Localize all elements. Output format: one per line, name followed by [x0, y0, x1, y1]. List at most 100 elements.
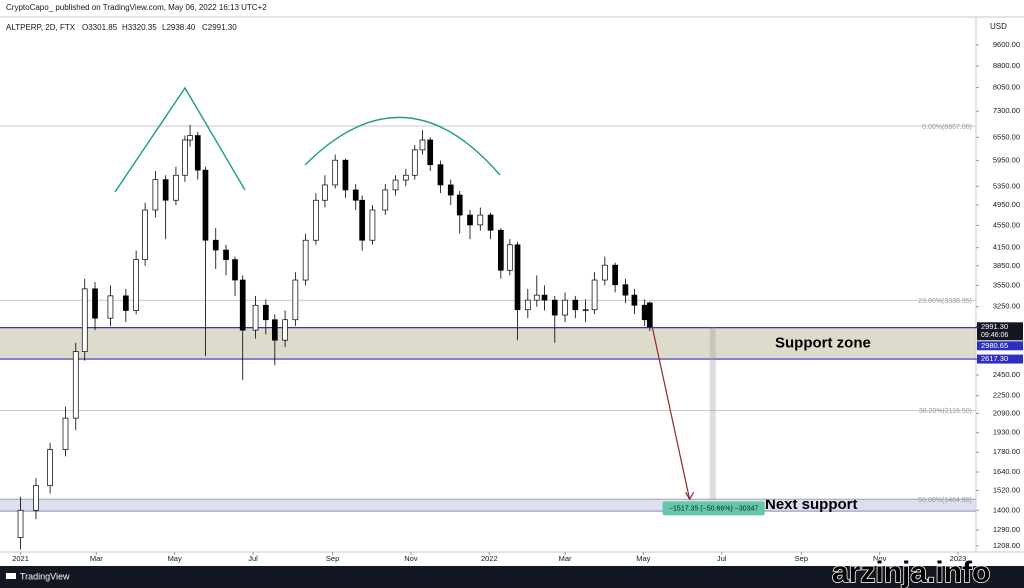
- y-tick-label: 2450.00: [993, 370, 1020, 379]
- candle-body: [302, 239, 309, 281]
- candle-body: [641, 304, 648, 321]
- head-peak-drawing: [114, 86, 246, 193]
- candle-body: [271, 319, 278, 341]
- candle-body: [107, 295, 114, 319]
- candle-body: [47, 449, 53, 487]
- y-tick-label: 9600.00: [993, 40, 1020, 49]
- measure-box: [662, 501, 765, 516]
- candle-body: [252, 304, 259, 331]
- candle-body: [541, 294, 548, 301]
- candle-body: [427, 139, 434, 166]
- bottom-bar: [0, 566, 1024, 588]
- measure-label: −1517.35 (−50.66%) −30347: [669, 506, 758, 513]
- ohlc-label: C2991.30: [202, 23, 237, 32]
- y-tick-label: 1640.00: [993, 467, 1020, 476]
- candle-body: [572, 299, 579, 311]
- x-tick-label: Mar: [559, 554, 572, 563]
- price-label: 2980.65: [981, 341, 1008, 350]
- ohlc-label: H3320.35: [122, 23, 157, 32]
- candle-body: [212, 239, 219, 251]
- tradingview-logo: TradingView: [6, 571, 70, 581]
- y-tick-label: 5950.00: [993, 156, 1020, 165]
- x-tick-label: Jul: [717, 554, 727, 563]
- fib-label: 38.20%(2116.50): [919, 408, 972, 415]
- x-tick-label: Sep: [326, 554, 339, 563]
- candle-body: [497, 229, 504, 271]
- candle-body: [467, 214, 473, 226]
- ohlc-label: O3301.85: [82, 23, 118, 32]
- y-tick-label: 3850.00: [993, 261, 1020, 270]
- y-tick-label: 1780.00: [993, 447, 1020, 456]
- forecast-arrow: [651, 327, 691, 500]
- y-tick-label: 4950.00: [993, 200, 1020, 209]
- candle-body: [33, 485, 39, 511]
- publish-header: CryptoCapo_ published on TradingView.com…: [6, 3, 267, 12]
- currency-label: USD: [990, 22, 1007, 31]
- candle-body: [232, 259, 238, 281]
- x-tick-label: Nov: [873, 554, 887, 563]
- candle-body: [359, 199, 365, 241]
- price-label-box: [977, 322, 1023, 341]
- x-tick-label: Nov: [404, 554, 418, 563]
- candle-body: [646, 302, 653, 328]
- zone-label: Next support: [765, 496, 858, 513]
- y-tick-label: 1208.00: [993, 541, 1020, 550]
- fib-label: 0.00%(6867.00): [922, 124, 972, 131]
- candle-body: [182, 139, 188, 176]
- candle-body: [411, 149, 418, 176]
- candle-body: [533, 294, 540, 301]
- y-tick-label: 4150.00: [993, 243, 1020, 252]
- candle-body: [602, 264, 608, 281]
- y-tick-label: 4550.00: [993, 220, 1020, 229]
- x-tick-label: Mar: [90, 554, 103, 563]
- fib-label: 50.00%(1464.90): [918, 497, 972, 504]
- candle-body: [437, 164, 444, 186]
- candle-body: [332, 159, 339, 186]
- zone-fill: [0, 499, 976, 512]
- candle-body: [239, 279, 246, 331]
- candle-body: [194, 135, 201, 171]
- fib-label: 23.60%(3338.95): [918, 298, 972, 305]
- candle-body: [622, 284, 629, 296]
- candle-body: [631, 294, 638, 306]
- y-tick-label: 5350.00: [993, 181, 1020, 190]
- candle-body: [223, 249, 229, 260]
- candle-body: [402, 174, 409, 181]
- pattern-drawings: [114, 86, 501, 193]
- candle-body: [506, 244, 513, 271]
- arrow-head: [685, 492, 695, 501]
- y-tick-label: 7300.00: [993, 106, 1020, 115]
- watermark: arzinja.info: [832, 556, 990, 588]
- logo-mark: [6, 573, 16, 579]
- y-tick-label: 1930.00: [993, 428, 1020, 437]
- candle-body: [342, 159, 349, 191]
- candle-body: [142, 209, 148, 260]
- candle-body: [133, 259, 139, 311]
- candle-body: [72, 351, 79, 419]
- rounded-top-drawing: [304, 116, 501, 176]
- candle-body: [612, 264, 618, 286]
- candle-body: [123, 295, 129, 311]
- x-tick-label: May: [168, 554, 182, 563]
- x-tick-label: 2022: [481, 554, 498, 563]
- candle-body: [17, 509, 24, 539]
- projection-band: [709, 327, 716, 500]
- candle-body: [173, 174, 179, 201]
- candle-body: [152, 179, 159, 211]
- candle-body: [92, 288, 98, 319]
- y-tick-label: 2090.00: [993, 408, 1020, 417]
- candle-body: [81, 288, 88, 352]
- candle-body: [419, 139, 426, 151]
- y-tick-label: 3550.00: [993, 280, 1020, 289]
- y-tick-label: 1520.00: [993, 485, 1020, 494]
- x-tick-label: 2023: [950, 554, 967, 563]
- candle-body: [514, 244, 521, 311]
- candle-body: [313, 199, 319, 241]
- countdown-label: 09:46:06: [981, 332, 1008, 339]
- candle-body: [477, 214, 484, 226]
- candle-body: [562, 299, 568, 316]
- candle-body: [62, 417, 69, 450]
- y-tick-label: 1290.00: [993, 525, 1020, 534]
